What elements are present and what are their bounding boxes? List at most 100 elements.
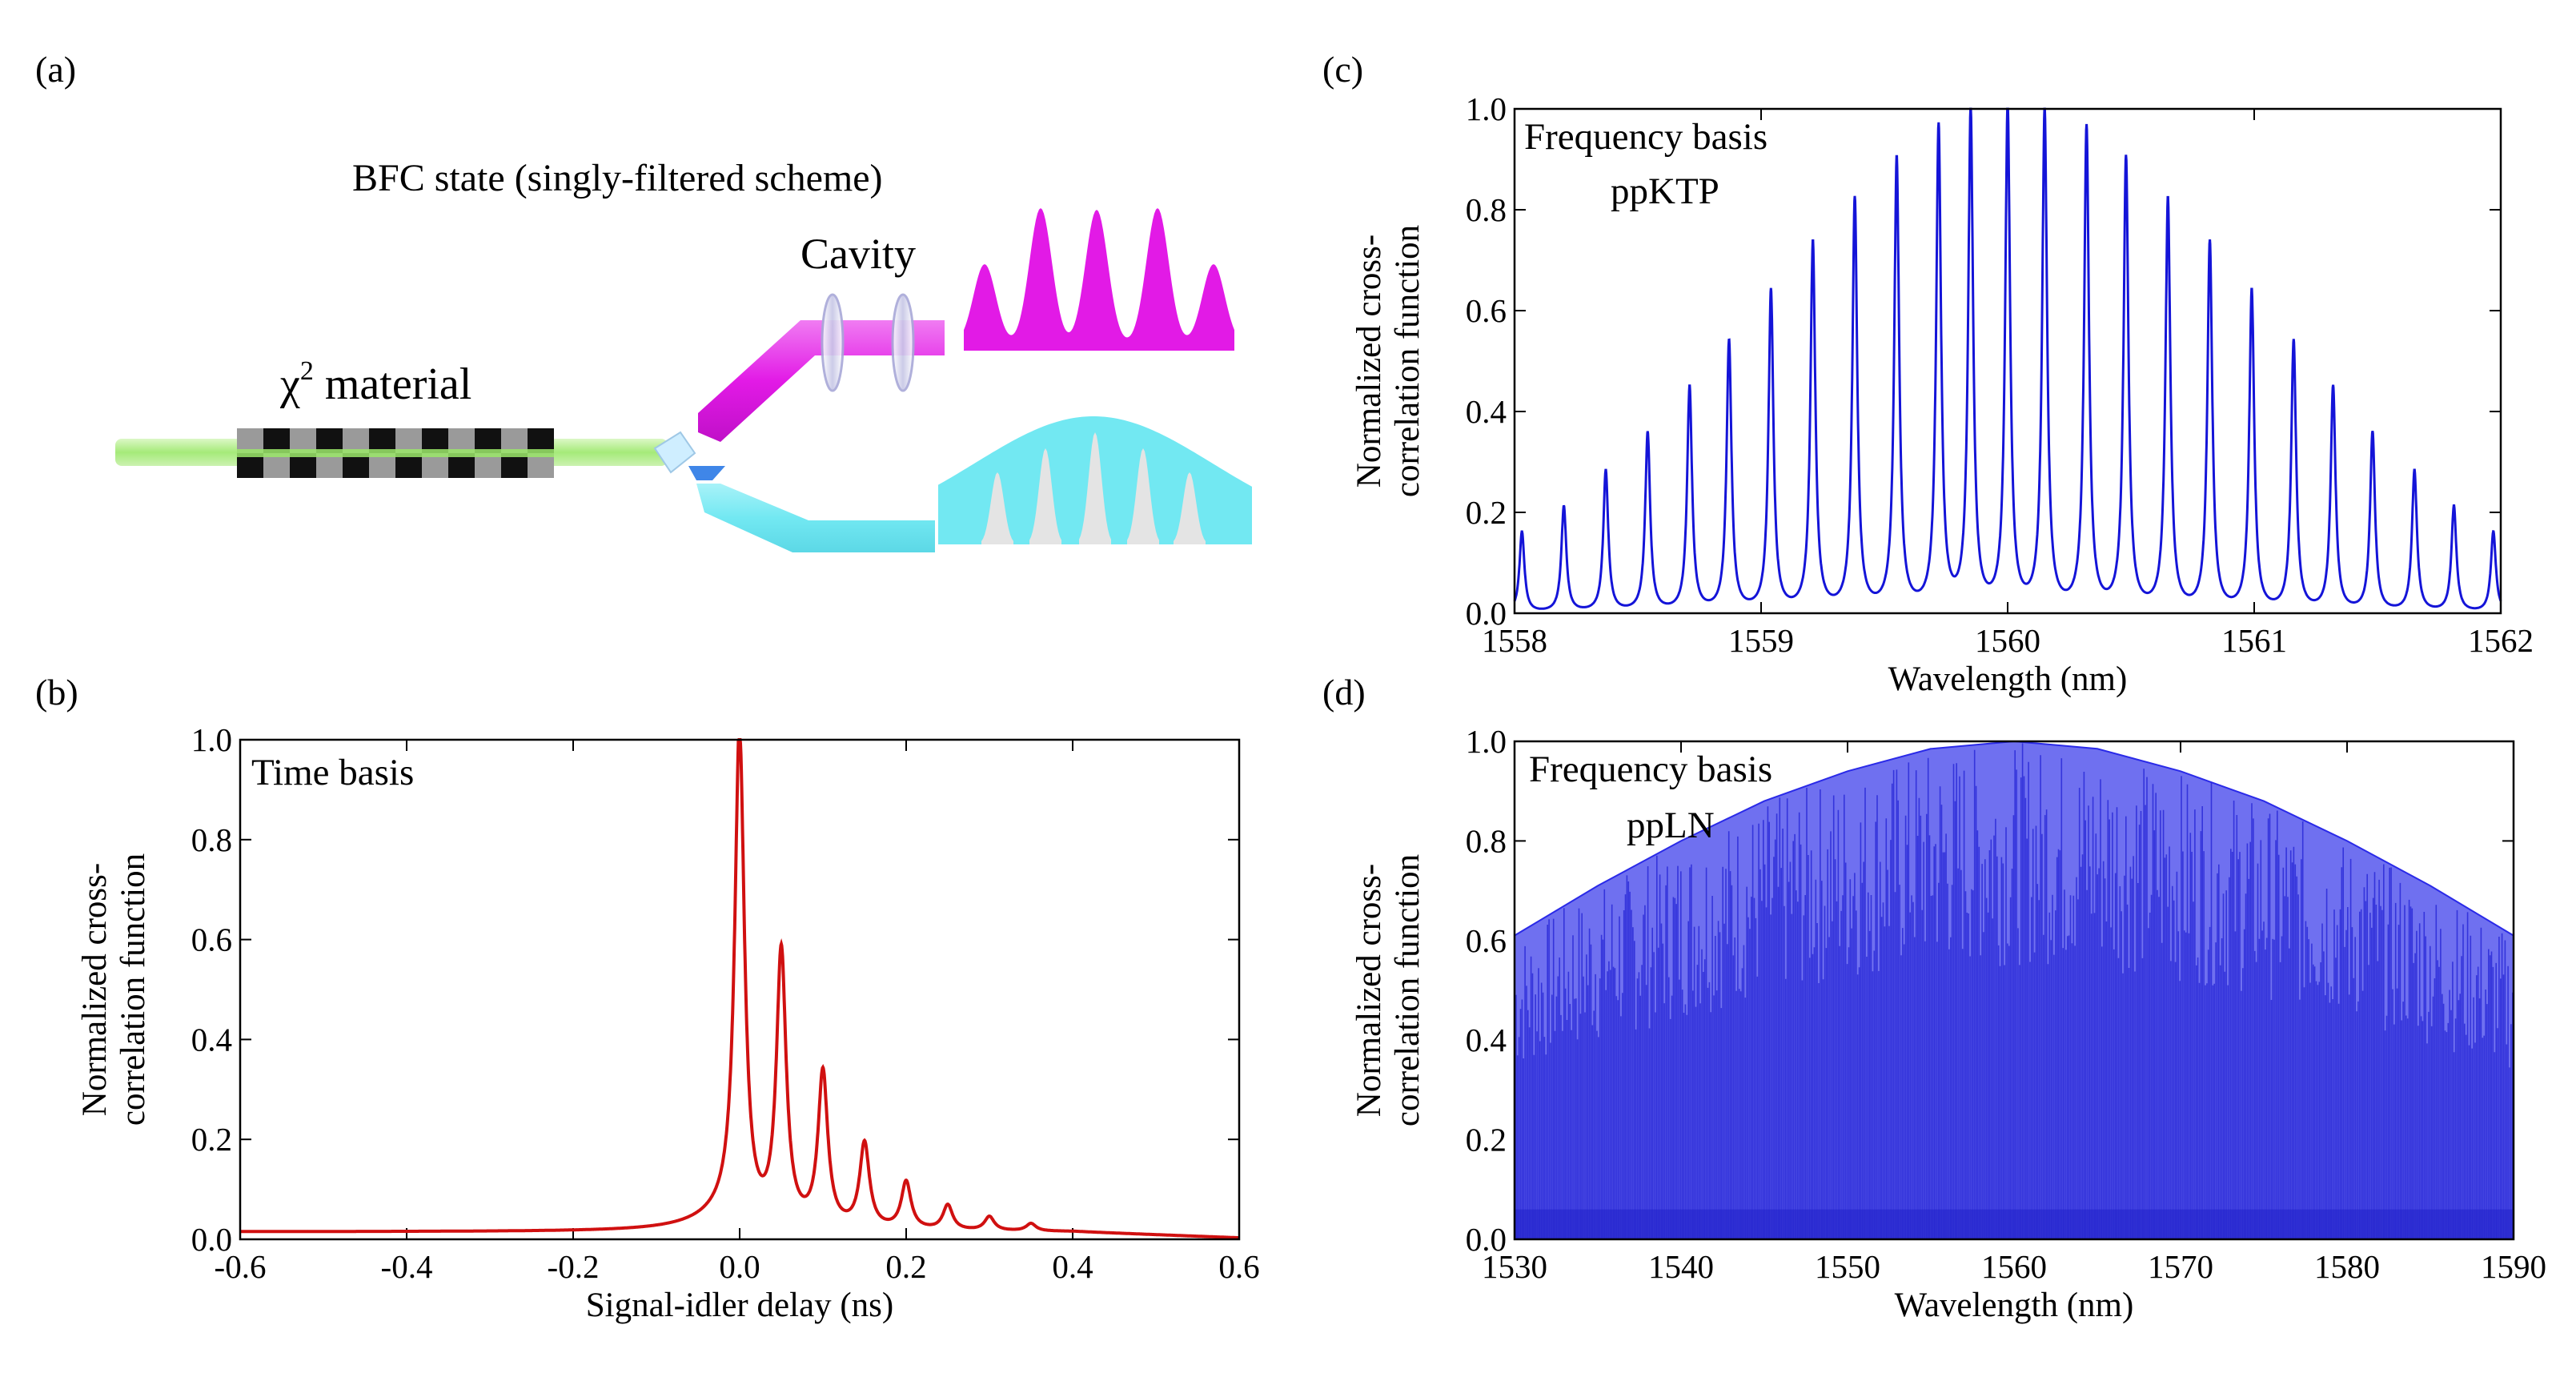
x-tick-label: 1558 bbox=[1482, 622, 1547, 659]
x-tick-label: 1550 bbox=[1815, 1248, 1880, 1285]
y-axis-title-line2: correlation function bbox=[114, 853, 152, 1126]
poling-domain bbox=[528, 428, 554, 453]
annotation-line1: Frequency basis bbox=[1529, 749, 1772, 790]
x-tick-label: 0.6 bbox=[1218, 1248, 1259, 1285]
poling-domain bbox=[343, 453, 369, 478]
poling-domain bbox=[475, 428, 501, 453]
idler-arm bbox=[696, 484, 935, 552]
poling-domain bbox=[422, 428, 448, 453]
poling-domain bbox=[343, 428, 369, 453]
y-tick-label: 0.0 bbox=[1466, 595, 1507, 632]
chart-time-basis: -0.6 -0.4 -0.2 0.0 0.2 0.4 0.6 0.0 0.2 0.4 0.6 0.8 1… bbox=[76, 721, 1260, 1324]
x-tick-label: 1561 bbox=[2221, 622, 2287, 659]
cavity-mirror-right bbox=[891, 293, 915, 392]
schematic-title: BFC state (singly-filtered scheme) bbox=[352, 157, 883, 199]
x-tick-label: 1559 bbox=[1728, 622, 1794, 659]
y-tick-label: 0.0 bbox=[1466, 1221, 1507, 1258]
panel-label-d: (d) bbox=[1322, 672, 1366, 713]
idler-spectrum bbox=[938, 416, 1252, 544]
cavity-mirror-left bbox=[821, 293, 845, 392]
poling-domain bbox=[369, 453, 395, 478]
panel-b: (b) -0.6 -0.4 -0.2 0.0 0.2 0.4 0.6 0.0 0.2 0.4 0.6… bbox=[35, 672, 1260, 1324]
y-axis-title-line2: correlation function bbox=[1389, 854, 1426, 1126]
x-tick-label: 0.4 bbox=[1052, 1248, 1093, 1285]
poling-domain bbox=[369, 428, 395, 453]
annotation-time-basis: Time basis bbox=[251, 752, 414, 793]
plot-frame bbox=[1513, 740, 2515, 1241]
poling-domain bbox=[475, 453, 501, 478]
x-tick-label: 1562 bbox=[2468, 622, 2534, 659]
chart-frequency-ppktp: 1558 1559 1560 1561 1562 0.0 0.2 0.4 0.6 0.8 1.0 Wa… bbox=[1350, 90, 2534, 698]
signal-spectrum bbox=[964, 207, 1234, 351]
y-axis-title-line2: correlation function bbox=[1389, 225, 1426, 497]
x-tick-label: 0.2 bbox=[885, 1248, 926, 1285]
x-tick-label: 1560 bbox=[1981, 1248, 2047, 1285]
y-tick-label: 0.0 bbox=[191, 1221, 232, 1258]
y-tick-label: 0.4 bbox=[191, 1021, 232, 1058]
x-axis-title: Wavelength (nm) bbox=[1895, 1287, 2134, 1324]
panel-label-b: (b) bbox=[35, 672, 78, 713]
y-tick-label: 0.8 bbox=[1466, 822, 1507, 859]
y-axis-title-line1: Normalized cross- bbox=[1350, 864, 1388, 1117]
poling-domain bbox=[263, 453, 290, 478]
x-axis-title: Wavelength (nm) bbox=[1888, 660, 2128, 698]
x-tick-label: -0.2 bbox=[548, 1248, 600, 1285]
y-axis-title-line1: Normalized cross- bbox=[1350, 235, 1388, 488]
poling-domain bbox=[448, 453, 475, 478]
x-tick-label: 1530 bbox=[1482, 1248, 1547, 1285]
poling-domain bbox=[237, 453, 263, 478]
y-tick-label: 0.2 bbox=[1466, 494, 1507, 531]
panel-d: (d) 1530 1540 1550 1560 1570 1580 1590 0.0 0.2 0.… bbox=[1322, 672, 2546, 1324]
poling-domain bbox=[422, 453, 448, 478]
y-axis-title-line1: Normalized cross- bbox=[76, 863, 114, 1116]
plot-frame bbox=[239, 738, 1241, 1241]
panel-label-a: (a) bbox=[35, 49, 76, 90]
material-label: χ2 material bbox=[279, 356, 471, 409]
x-axis-title: Signal-idler delay (ns) bbox=[586, 1287, 894, 1324]
poling-domain bbox=[501, 453, 528, 478]
chi2-crystal bbox=[237, 428, 554, 478]
y-tick-label: 1.0 bbox=[191, 721, 232, 758]
y-tick-label: 0.4 bbox=[1466, 393, 1507, 430]
time-basis-curve bbox=[240, 738, 1239, 1240]
x-tick-label: 1570 bbox=[2148, 1248, 2213, 1285]
poling-domain bbox=[316, 453, 343, 478]
x-tick-label: -0.6 bbox=[215, 1248, 267, 1285]
x-tick-label: 1590 bbox=[2481, 1248, 2546, 1285]
cavity-label: Cavity bbox=[800, 230, 916, 278]
poling-domain bbox=[395, 453, 422, 478]
poling-domain bbox=[501, 428, 528, 453]
y-tick-label: 0.8 bbox=[1466, 191, 1507, 228]
y-tick-label: 0.4 bbox=[1466, 1022, 1507, 1058]
poling-domain bbox=[290, 428, 316, 453]
poling-domain bbox=[395, 428, 422, 453]
y-tick-label: 0.6 bbox=[1466, 292, 1507, 329]
chart-frequency-ppln: 1530 1540 1550 1560 1570 1580 1590 0.0 0.2 0.4 0.6… bbox=[1350, 723, 2546, 1324]
panel-a: (a) BFC state (singly-filtered scheme) χ… bbox=[35, 49, 1252, 552]
y-tick-label: 0.2 bbox=[1466, 1122, 1507, 1158]
x-tick-label: 0.0 bbox=[719, 1248, 760, 1285]
y-tick-label: 0.2 bbox=[191, 1121, 232, 1158]
poling-domain bbox=[316, 428, 343, 453]
x-tick-label: 1540 bbox=[1648, 1248, 1714, 1285]
poling-domain bbox=[237, 428, 263, 453]
y-tick-label: 0.8 bbox=[191, 821, 232, 858]
poling-domain bbox=[528, 453, 554, 478]
ppln-baseline-band bbox=[1515, 1209, 2514, 1239]
annotation-line1: Frequency basis bbox=[1524, 116, 1767, 158]
panel-c: (c) 1558 1559 1560 1561 15620.00.20.40.60.81… bbox=[1322, 49, 2534, 698]
crystal-beam bbox=[237, 449, 554, 457]
poling-domain bbox=[290, 453, 316, 478]
beam-splitter bbox=[653, 431, 696, 474]
panel-label-c: (c) bbox=[1322, 49, 1363, 90]
annotation-line2: ppKTP bbox=[1611, 171, 1719, 212]
y-tick-label: 0.6 bbox=[1466, 922, 1507, 959]
plot-frame bbox=[1513, 107, 2502, 615]
y-tick-label: 1.0 bbox=[1466, 90, 1507, 127]
x-tick-label: -0.4 bbox=[381, 1248, 433, 1285]
x-tick-label: 1560 bbox=[1975, 622, 2040, 659]
poling-domain bbox=[448, 428, 475, 453]
y-tick-label: 1.0 bbox=[1466, 723, 1507, 760]
dichroic-prism bbox=[688, 466, 725, 480]
